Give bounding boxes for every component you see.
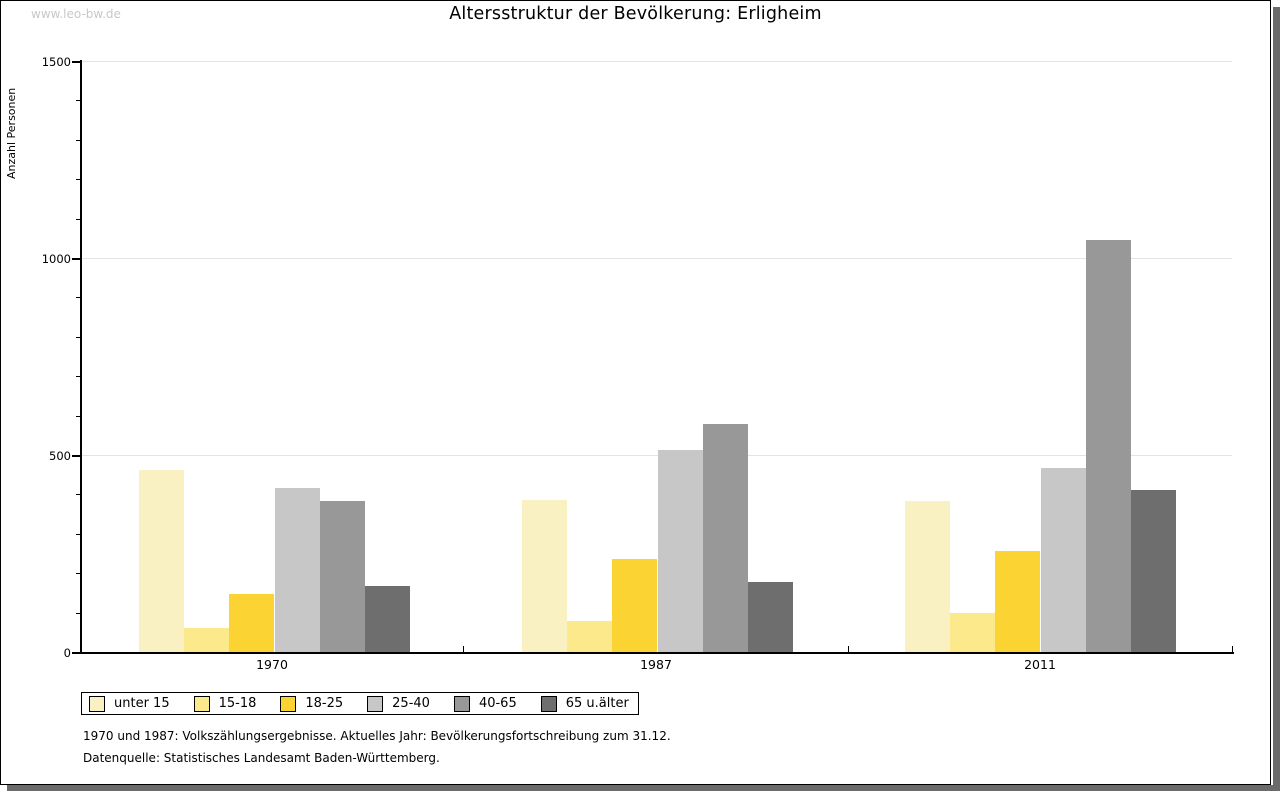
y-axis-line <box>80 60 82 654</box>
bar-1970-40-65 <box>320 501 365 652</box>
y-tick-label: 1500 <box>41 55 71 69</box>
bar-2011-65-u.älter <box>1131 490 1176 652</box>
y-minor-tick <box>76 297 80 298</box>
bar-2011-unter-15 <box>905 501 950 652</box>
y-minor-tick <box>76 219 80 220</box>
legend-label: 18-25 <box>305 696 344 711</box>
x-category-label: 1987 <box>640 657 672 672</box>
x-axis-tick <box>1232 646 1233 652</box>
legend-item: 65 u.älter <box>540 695 629 712</box>
legend-swatch-icon <box>193 695 210 712</box>
y-minor-tick <box>76 100 80 101</box>
gridline-500 <box>82 455 1232 456</box>
gridline-1500 <box>82 61 1232 62</box>
x-axis-line <box>80 652 1234 654</box>
legend-label: 40-65 <box>478 696 517 711</box>
frame-shadow-bottom <box>7 785 1280 791</box>
y-minor-tick <box>76 613 80 614</box>
y-minor-tick <box>76 140 80 141</box>
legend-swatch-icon <box>367 695 384 712</box>
legend-swatch-icon <box>453 695 470 712</box>
legend-item: 40-65 <box>453 695 517 712</box>
y-tick-label: 500 <box>49 449 71 463</box>
legend-label: unter 15 <box>114 696 170 711</box>
legend-label: 25-40 <box>392 696 430 711</box>
legend-swatch-icon <box>89 695 105 712</box>
legend-item: 25-40 <box>367 695 430 712</box>
footnote-line-2: Datenquelle: Statistisches Landesamt Bad… <box>83 751 440 765</box>
legend-item: 18-25 <box>280 695 344 712</box>
bar-1987-40-65 <box>703 424 748 652</box>
y-minor-tick <box>76 179 80 180</box>
y-minor-tick <box>76 534 80 535</box>
legend-label: 15-18 <box>218 696 257 711</box>
bar-1970-18-25 <box>229 594 274 652</box>
site-watermark: www.leo-bw.de <box>31 7 121 21</box>
bar-2011-15-18 <box>950 613 995 652</box>
chart-title: Altersstruktur der Bevölkerung: Erlighei… <box>449 4 822 24</box>
x-category-label: 2011 <box>1024 657 1056 672</box>
bar-1987-unter-15 <box>522 500 567 652</box>
bar-2011-18-25 <box>995 551 1040 652</box>
y-minor-tick <box>76 376 80 377</box>
y-tick-label: 0 <box>63 646 71 660</box>
legend-swatch-icon <box>280 695 297 712</box>
legend-label: 65 u.älter <box>565 696 629 711</box>
legend-item: unter 15 <box>89 695 170 712</box>
y-major-tick-1500 <box>72 61 80 63</box>
y-tick-label: 1000 <box>41 252 71 266</box>
y-major-tick-1000 <box>72 258 80 260</box>
bar-2011-40-65 <box>1086 240 1131 652</box>
legend-swatch-icon <box>540 695 557 712</box>
bar-1987-25-40 <box>658 450 703 652</box>
y-minor-tick <box>76 337 80 338</box>
gridline-1000 <box>82 258 1232 259</box>
legend-item: 15-18 <box>193 695 257 712</box>
x-axis-tick <box>848 646 849 652</box>
bar-1987-15-18 <box>567 621 612 652</box>
y-minor-tick <box>76 494 80 495</box>
bar-1970-unter-15 <box>139 470 184 652</box>
legend: unter 15 15-18 18-25 25-40 40-65 65 u.älter <box>81 692 639 715</box>
bar-1970-65-u.älter <box>365 586 410 652</box>
bar-1970-25-40 <box>275 488 320 652</box>
x-category-label: 1970 <box>256 657 288 672</box>
x-axis-tick <box>463 646 464 652</box>
y-minor-tick <box>76 573 80 574</box>
frame-shadow-right <box>1273 7 1280 791</box>
y-major-tick-0 <box>72 652 80 654</box>
bar-1987-65-u.älter <box>748 582 793 652</box>
bar-2011-25-40 <box>1041 468 1086 652</box>
bar-1970-15-18 <box>184 628 229 652</box>
footnote-line-1: 1970 und 1987: Volkszählungsergebnisse. … <box>83 729 671 743</box>
y-minor-tick <box>76 416 80 417</box>
bar-1987-18-25 <box>612 559 657 652</box>
y-major-tick-500 <box>72 455 80 457</box>
